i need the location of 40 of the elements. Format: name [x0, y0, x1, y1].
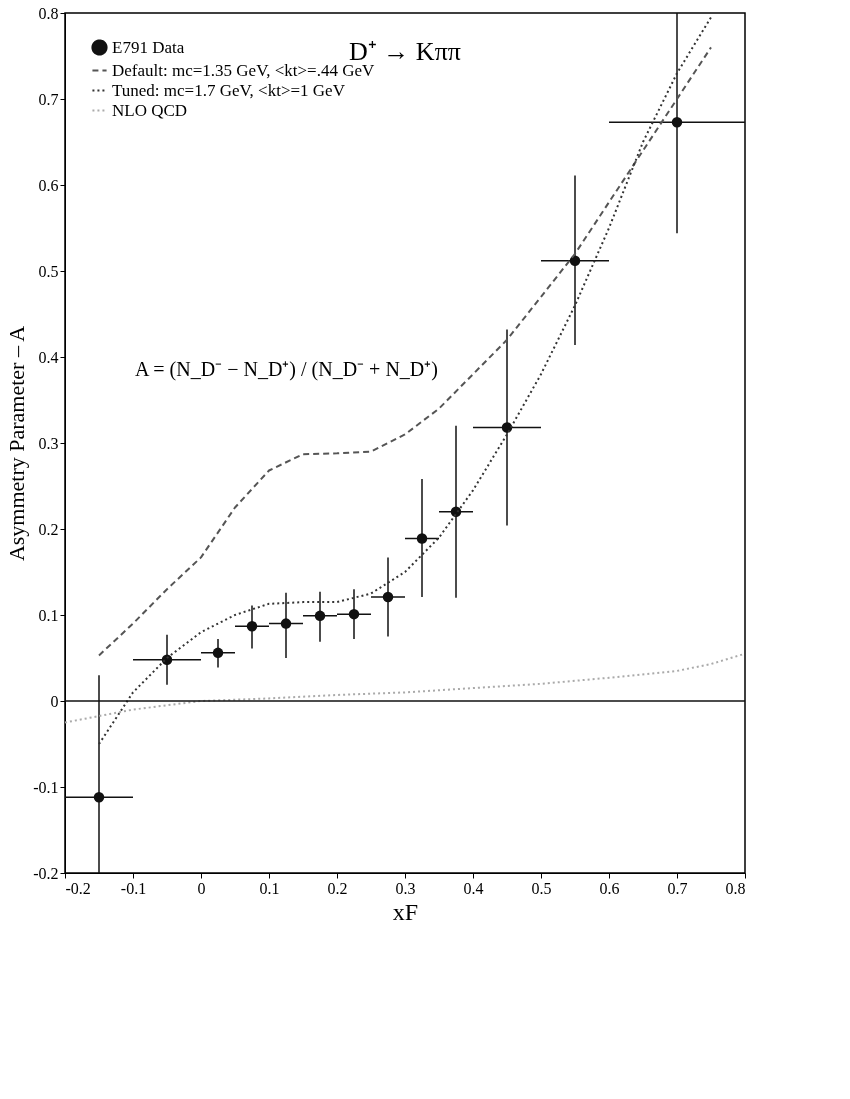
x-tick-label: 0.1	[259, 879, 280, 897]
x-tick-label: 0.4	[463, 879, 484, 897]
point	[212, 647, 224, 659]
x-tick-label: -0.1	[120, 879, 147, 897]
y-tick-label: 0.8	[38, 4, 59, 22]
y-tick-label: -0.2	[33, 864, 59, 882]
point	[501, 422, 513, 433]
y-tick-label: 0.4	[38, 348, 59, 366]
y-tick-label: 0.7	[38, 90, 59, 108]
x-tick-label: 0	[197, 879, 206, 897]
y-tick-label: 0	[50, 692, 59, 710]
legend-label: E791 Data	[112, 37, 185, 57]
y-tick-label: 0.6	[38, 176, 59, 194]
x-tick-label: 0.3	[395, 879, 416, 897]
legend-label: Tuned: mc=1.7 GeV, <kt>=1 GeV	[112, 80, 346, 100]
point	[348, 608, 360, 620]
point	[416, 533, 428, 544]
y-axis-title: Asymmetry Parameter – A	[4, 325, 30, 562]
y-tick-label: 0.2	[38, 520, 59, 538]
x-tick-label: -0.2	[65, 879, 91, 897]
point	[382, 591, 394, 603]
x-tick-label: 0.8	[725, 879, 746, 897]
x-tick-label: 0.5	[531, 879, 552, 897]
point	[314, 610, 326, 622]
point	[93, 792, 105, 803]
y-tick-label: -0.1	[33, 778, 59, 796]
point	[280, 618, 292, 629]
y-tick-label: 0.5	[38, 262, 59, 280]
point	[246, 620, 258, 632]
line-series	[98, 16, 712, 745]
point	[671, 116, 683, 128]
x-tick-label: 0.2	[327, 879, 348, 897]
point	[569, 255, 581, 266]
x-tick-label: 0.6	[599, 879, 620, 897]
annotation: A = (N_D⁻ − N_D⁺) / (N_D⁻ + N_D⁺)	[135, 357, 438, 381]
y-tick-label: 0.3	[38, 434, 59, 452]
legend-label: NLO QCD	[112, 100, 188, 120]
y-tick-label: 0.1	[38, 606, 59, 624]
x-tick-label: 0.7	[667, 879, 688, 897]
x-axis-title: xF	[392, 898, 419, 925]
